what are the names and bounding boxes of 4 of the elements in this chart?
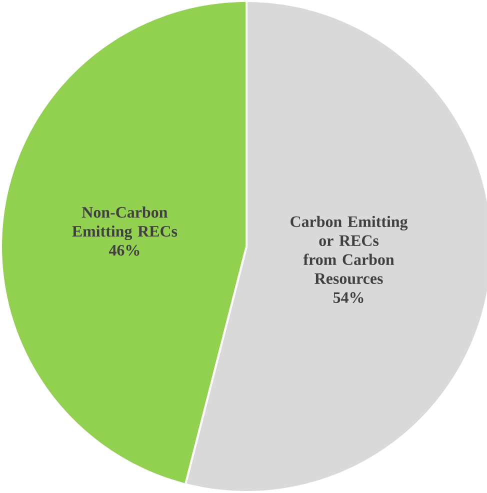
- data-label: 54%: [333, 292, 364, 303]
- data-label: 46%: [108, 244, 140, 256]
- slice-label: Carbon Emitting or RECs from Carbon Resources: [290, 216, 408, 284]
- slice-label: Non-Carbon Emitting RECs: [72, 206, 178, 240]
